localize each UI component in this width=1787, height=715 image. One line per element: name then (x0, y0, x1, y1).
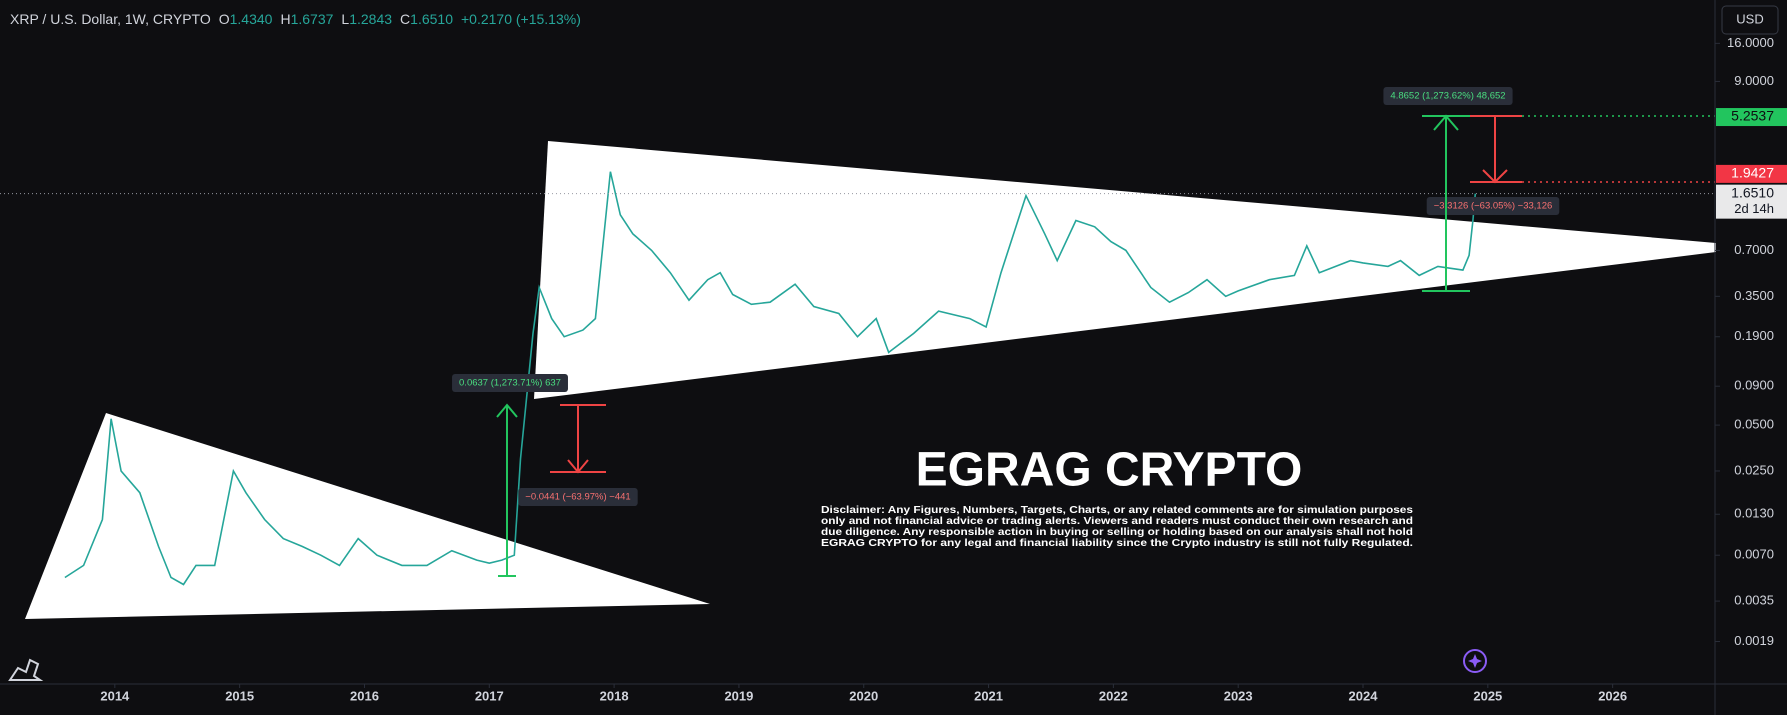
ohlc-key: O (219, 11, 230, 27)
x-tick-label: 2014 (100, 688, 130, 703)
disclaimer-line: only and not financial advice or trading… (821, 515, 1413, 527)
x-tick-label: 2022 (1099, 688, 1128, 703)
y-tick-label: 0.7000 (1734, 242, 1774, 257)
ohlc-key: L (341, 11, 349, 27)
x-tick-label: 2019 (724, 688, 753, 703)
annotation-box (452, 374, 568, 392)
x-tick-label: 2024 (1349, 688, 1379, 703)
x-tick-label: 2025 (1473, 688, 1502, 703)
symbol: XRP / U.S. Dollar, 1W, CRYPTO (10, 11, 211, 27)
plot: 4.8652 (1,273.62%) 48,652 0.0637 (1,273.7… (64, 87, 1560, 586)
y-tick-label: 9.0000 (1734, 73, 1774, 88)
annotation-label: 4.8652 (1,273.62%) 48,652 (1390, 91, 1505, 102)
y-tick-label: 0.0035 (1734, 593, 1774, 608)
price-label-box (1716, 108, 1787, 127)
y-tick-label: 0.3500 (1734, 288, 1774, 303)
y-tick-label: 0.1900 (1734, 328, 1774, 343)
watermark: EGRAG CRYPTO Disclaimer: Any Figures, Nu… (821, 444, 1413, 549)
ohlc-value: 1.6510 (410, 11, 453, 27)
disclaimer-line: Disclaimer: Any Figures, Numbers, Target… (821, 504, 1413, 516)
annotation-label: −0.0441 (−63.97%) −441 (525, 492, 630, 503)
annotation-label: 0.0637 (1,273.71%) 637 (459, 378, 561, 389)
x-tick-label: 2018 (600, 688, 629, 703)
logo (8, 658, 44, 681)
currency-button-label[interactable]: USD (1736, 11, 1763, 26)
logo-icon (8, 658, 44, 681)
price-label: 1.6510 (1731, 184, 1774, 200)
countdown: 2d 14h (1734, 201, 1774, 216)
currency-button[interactable]: USD (1721, 5, 1779, 35)
ohlc-key: C (400, 11, 410, 27)
ohlc-value: 1.6737 (291, 11, 334, 27)
x-tick-label: 2015 (225, 688, 254, 703)
assistant-icon[interactable] (1463, 649, 1487, 673)
price-label-box (1716, 164, 1787, 183)
disclaimer-line: due diligence. Any responsible action in… (821, 526, 1413, 538)
ohlc-value: 1.2843 (349, 11, 392, 27)
disclaimer-line: EGRAG CRYPTO for any legal and financial… (821, 537, 1413, 549)
annotation-box (518, 488, 638, 506)
assistant-icon-circle[interactable] (1463, 649, 1487, 673)
drawings (25, 141, 1716, 619)
x-tick-label: 2021 (974, 688, 1003, 703)
y-tick-label: 0.0019 (1734, 633, 1774, 648)
x-tick-label: 2023 (1224, 688, 1253, 703)
y-tick-label: 16.0000 (1727, 35, 1774, 50)
annotation-box (1383, 87, 1513, 105)
annotation-box (1426, 197, 1560, 215)
price-label: 1.9427 (1731, 165, 1774, 181)
triangle-drawing (534, 141, 1716, 399)
x-tick-label: 2016 (350, 688, 379, 703)
y-tick-label: 0.0130 (1734, 506, 1774, 521)
price-label-box (1716, 184, 1787, 219)
ohlc-value: 1.4340 (230, 11, 273, 27)
ohlc-key: H (280, 11, 290, 27)
y-tick-label: 0.0250 (1734, 462, 1774, 477)
y-tick-label: 0.0900 (1734, 378, 1774, 393)
watermark-title: EGRAG CRYPTO (916, 444, 1303, 497)
triangle-drawing (25, 413, 710, 619)
price-label: 5.2537 (1731, 108, 1774, 124)
x-tick-label: 2026 (1598, 688, 1627, 703)
currency-button-frame[interactable] (1721, 5, 1779, 35)
arrows (496, 114, 1715, 577)
annotation-label: −3.3126 (−63.05%) −33,126 (1434, 201, 1553, 212)
symbol-header: XRP / U.S. Dollar, 1W, CRYPTO O1.4340 H1.6… (10, 11, 581, 27)
x-tick-label: 2020 (849, 688, 878, 703)
price-line (64, 171, 1477, 586)
arrow-head (496, 403, 518, 418)
x-tick-label: 2017 (475, 688, 504, 703)
y-tick-label: 0.0500 (1734, 417, 1774, 432)
y-tick-label: 0.0070 (1734, 547, 1774, 562)
change: +0.2170 (+15.13%) (461, 11, 581, 27)
assistant-icon-star[interactable] (1468, 654, 1482, 668)
